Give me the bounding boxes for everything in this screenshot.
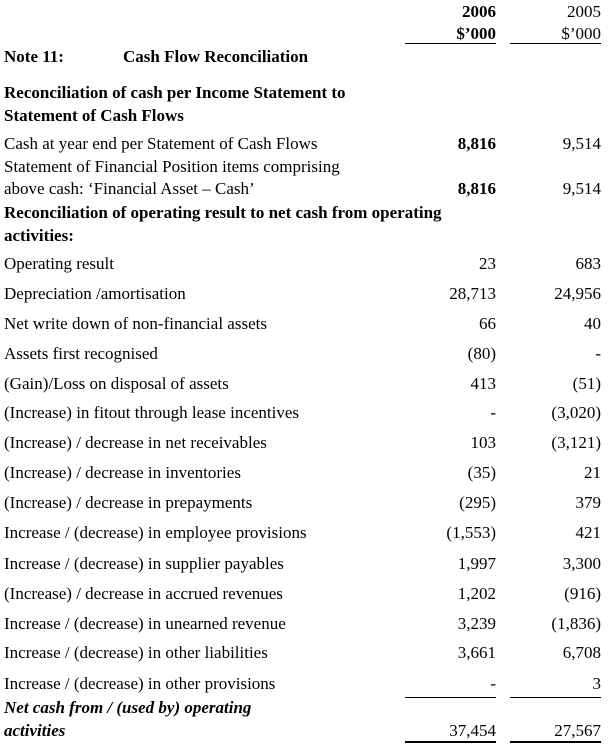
row-label: (Gain)/Loss on disposal of assets — [4, 374, 229, 393]
header-underline-2006 — [405, 43, 496, 44]
value-2005: (916) — [564, 584, 601, 603]
header-year-2006: 2006 — [462, 2, 496, 21]
value-2006: 1,202 — [457, 584, 496, 603]
value-2005: (51) — [572, 374, 601, 393]
row-label: (Increase) in fitout through lease incen… — [4, 403, 300, 422]
row-label: Operating result — [4, 254, 114, 273]
header-year-2005: 2005 — [567, 2, 601, 21]
value-2005: 24,956 — [554, 284, 601, 303]
value-2005: (3,121) — [551, 433, 601, 452]
value-2005: 683 — [575, 254, 602, 273]
subtotal-underline-2006 — [405, 697, 496, 698]
value-2006: 103 — [470, 433, 497, 452]
value-2005: 3 — [592, 674, 602, 693]
value-2005: (3,020) — [551, 403, 601, 422]
row-label: Increase / (decrease) in supplier payabl… — [4, 554, 284, 573]
header-unit-2006: $’000 — [456, 24, 496, 43]
row-label: (Increase) / decrease in net receivables — [4, 433, 267, 452]
total-value-2006: 37,454 — [449, 721, 496, 740]
note-number: Note 11: — [4, 47, 64, 66]
value-2006: 28,713 — [449, 284, 496, 303]
total-underline-2005 — [510, 741, 601, 743]
row-label: Increase / (decrease) in other liabiliti… — [4, 643, 268, 662]
value-2005: 21 — [584, 463, 601, 482]
total-label-line1: Net cash from / (used by) operating — [4, 698, 252, 717]
value-2005: 379 — [575, 493, 602, 512]
value-2005: 9,514 — [562, 134, 601, 153]
value-2006: (295) — [459, 493, 496, 512]
section2-heading-line2: activities: — [4, 226, 74, 245]
value-2006: 66 — [479, 314, 496, 333]
row-label-line1: Statement of Financial Position items co… — [4, 157, 340, 176]
value-2006: (1,553) — [446, 523, 496, 542]
row-label: Net write down of non-financial assets — [4, 314, 267, 333]
value-2005: 6,708 — [562, 643, 601, 662]
value-2006: - — [490, 403, 496, 422]
row-label: Assets first recognised — [4, 344, 158, 363]
value-2006: 3,661 — [457, 643, 496, 662]
value-2006: 8,816 — [457, 134, 496, 153]
value-2006: 23 — [479, 254, 496, 273]
value-2006: 413 — [470, 374, 497, 393]
row-label: Depreciation /amortisation — [4, 284, 186, 303]
value-2006: (80) — [467, 344, 496, 363]
header-underline-2005 — [510, 43, 601, 44]
row-label: Increase / (decrease) in employee provis… — [4, 523, 307, 542]
value-2006: 8,816 — [457, 179, 496, 198]
value-2006: 3,239 — [457, 614, 496, 633]
header-unit-2005: $’000 — [561, 24, 601, 43]
row-label: (Increase) / decrease in inventories — [4, 463, 241, 482]
value-2005: 421 — [575, 523, 602, 542]
section1-heading: Reconciliation of cash per Income Statem… — [4, 83, 346, 102]
total-underline-2006 — [405, 741, 496, 743]
value-2005: 3,300 — [562, 554, 601, 573]
value-2006: - — [490, 674, 496, 693]
value-2005: 40 — [584, 314, 601, 333]
value-2005: 9,514 — [562, 179, 601, 198]
value-2005: (1,836) — [551, 614, 601, 633]
row-label: above cash: ‘Financial Asset – Cash’ — [4, 179, 255, 198]
value-2006: (35) — [467, 463, 496, 482]
row-label: Cash at year end per Statement of Cash F… — [4, 134, 318, 153]
value-2006: 1,997 — [457, 554, 496, 573]
section1-heading-line2: Statement of Cash Flows — [4, 106, 184, 125]
total-value-2005: 27,567 — [554, 721, 601, 740]
row-label: Increase / (decrease) in other provision… — [4, 674, 276, 693]
total-label-line2: activities — [4, 721, 66, 740]
value-2005: - — [595, 344, 601, 363]
note-title: Cash Flow Reconciliation — [123, 47, 309, 66]
row-label: (Increase) / decrease in prepayments — [4, 493, 253, 512]
row-label: (Increase) / decrease in accrued revenue… — [4, 584, 283, 603]
subtotal-underline-2005 — [510, 697, 601, 698]
section2-heading: Reconciliation of operating result to ne… — [4, 203, 442, 222]
row-label: Increase / (decrease) in unearned revenu… — [4, 614, 286, 633]
